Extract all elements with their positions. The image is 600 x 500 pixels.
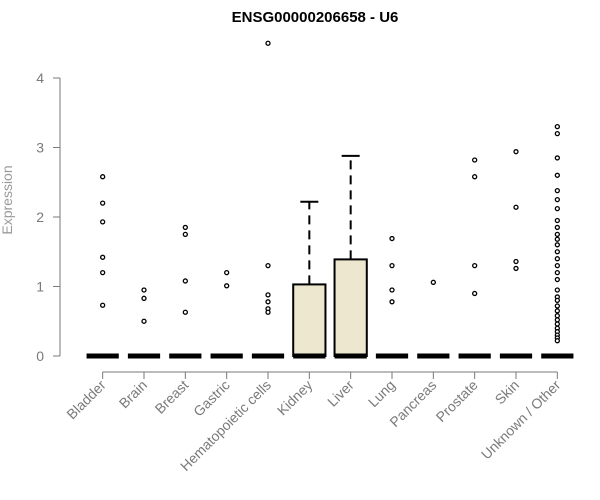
outlier-point xyxy=(100,254,106,260)
outlier-point xyxy=(182,278,188,284)
outlier-point xyxy=(513,149,519,155)
x-tick-label: Breast xyxy=(152,377,192,417)
x-tick-label: Bladder xyxy=(63,377,109,423)
outlier-point xyxy=(265,309,271,315)
outlier-point xyxy=(100,219,106,225)
outlier-point xyxy=(554,276,560,283)
outlier-point xyxy=(554,217,560,224)
outlier-point xyxy=(513,258,519,265)
outlier-point xyxy=(389,299,395,305)
outlier-point xyxy=(554,224,560,231)
y-axis: 0 1 2 3 4 xyxy=(36,70,61,364)
outlier-point xyxy=(472,157,478,163)
outlier-point xyxy=(265,40,271,46)
outlier-point xyxy=(100,269,106,276)
outlier-point xyxy=(389,287,395,293)
outlier-point xyxy=(513,265,519,272)
outlier-point xyxy=(389,235,395,242)
outlier-point xyxy=(224,283,230,289)
box xyxy=(292,283,327,358)
outlier-point xyxy=(265,299,271,305)
plot-area xyxy=(86,40,574,359)
outlier-point xyxy=(554,338,560,344)
outlier-point xyxy=(554,321,560,327)
x-tick-label: Prostate xyxy=(433,377,481,425)
outlier-point xyxy=(554,130,560,137)
outlier-point xyxy=(554,124,560,130)
chart-title: ENSG00000206658 - U6 xyxy=(232,9,399,26)
outlier-point xyxy=(141,295,147,301)
outlier-point xyxy=(554,231,560,238)
outlier-point xyxy=(554,269,560,276)
outlier-point xyxy=(100,174,106,180)
outlier-point xyxy=(224,269,230,276)
outlier-point xyxy=(100,200,106,206)
outlier-point xyxy=(141,318,147,324)
outlier-point xyxy=(554,155,560,161)
outlier-point xyxy=(554,297,560,304)
outlier-point xyxy=(265,262,271,269)
x-tick-label: Brain xyxy=(116,377,150,411)
x-tick-label: Lung xyxy=(365,377,398,410)
outlier-point xyxy=(513,204,519,210)
y-axis-label: Expression xyxy=(0,165,15,234)
x-tick-label: Skin xyxy=(492,377,523,408)
outlier-point xyxy=(554,236,560,242)
outlier-point xyxy=(182,231,188,238)
outlier-point xyxy=(182,309,188,315)
x-tick-label: Liver xyxy=(324,377,357,410)
y-tick-label: 0 xyxy=(36,348,44,364)
y-tick-label: 3 xyxy=(36,140,44,156)
outlier-point xyxy=(265,292,271,298)
outlier-point xyxy=(472,262,478,269)
outlier-point xyxy=(100,302,106,308)
outlier-point xyxy=(472,174,478,180)
outlier-point xyxy=(554,287,560,293)
outlier-point xyxy=(554,206,560,212)
outlier-point xyxy=(554,303,560,309)
outlier-point xyxy=(554,317,560,323)
outlier-point xyxy=(554,262,560,269)
x-tick-label: Kidney xyxy=(274,377,316,419)
outlier-point xyxy=(389,262,395,269)
outlier-point xyxy=(554,172,560,178)
y-tick-label: 2 xyxy=(36,209,44,225)
outlier-point xyxy=(430,279,436,285)
outlier-point xyxy=(554,308,560,314)
outlier-point xyxy=(554,242,560,248)
outlier-point xyxy=(182,224,188,231)
outlier-point xyxy=(554,256,560,262)
outlier-point xyxy=(141,287,147,293)
outlier-point xyxy=(554,196,560,203)
box xyxy=(333,258,368,357)
outlier-point xyxy=(554,313,560,319)
y-tick-label: 1 xyxy=(36,279,44,295)
outlier-point xyxy=(554,187,560,194)
y-tick-label: 4 xyxy=(36,70,44,86)
outlier-point xyxy=(472,290,478,297)
outlier-point xyxy=(554,249,560,255)
